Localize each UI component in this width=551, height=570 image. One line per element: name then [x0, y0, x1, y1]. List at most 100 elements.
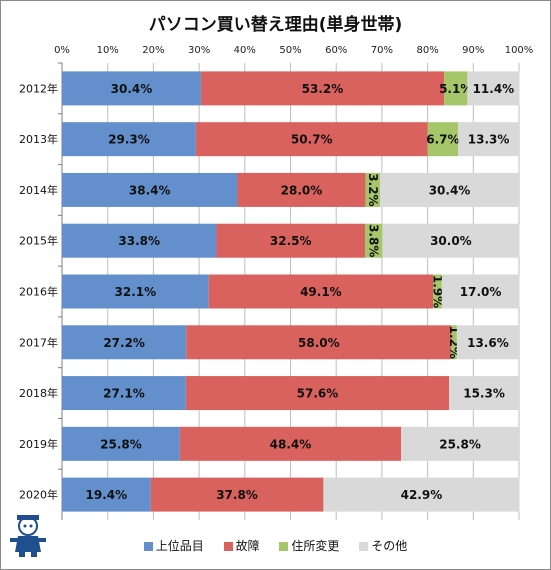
x-tick-label-6: 60%: [325, 45, 347, 56]
legend-item-2: 住所変更: [279, 537, 339, 554]
data-label-3-0: 11.4%: [473, 82, 515, 96]
bar-1-1: [195, 122, 428, 157]
bar-0-5: [62, 325, 187, 360]
bar-1-6: [185, 376, 450, 411]
bar-1-4: [208, 274, 434, 309]
legend-swatch-3: [359, 542, 369, 551]
x-tick-label-1: 10%: [97, 45, 119, 56]
legend-item-1: 故障: [223, 537, 260, 554]
bar-2-4: [433, 274, 442, 309]
y-tick-label-8: 2020年: [19, 488, 58, 502]
legend-label-2: 住所変更: [291, 539, 340, 553]
bar-0-7: [62, 426, 180, 461]
x-tick-label-0: 0%: [54, 45, 70, 56]
data-label-0-4: 32.1%: [115, 285, 157, 299]
bar-0-4: [62, 274, 209, 309]
mascot-character-icon: [10, 515, 46, 557]
data-label-3-8: 42.9%: [401, 488, 443, 502]
legend-label-1: 故障: [235, 539, 260, 553]
data-label-1-7: 48.4%: [270, 437, 312, 451]
data-label-2-0: 5.1%: [439, 82, 472, 96]
x-tick-label-5: 50%: [279, 45, 301, 56]
data-label-0-6: 27.1%: [103, 387, 145, 401]
data-label-0-7: 25.8%: [100, 437, 142, 451]
bar-3-4: [441, 274, 520, 309]
legend-label-0: 上位品目: [155, 539, 204, 553]
bar-3-0: [467, 71, 520, 106]
bar-1-3: [216, 223, 365, 258]
y-tick-label-4: 2016年: [19, 285, 58, 299]
chart-title: パソコン買い替え理由(単身世帯): [148, 15, 403, 35]
data-label-1-0: 53.2%: [302, 82, 344, 96]
bar-1-2: [237, 172, 366, 207]
x-tick-label-4: 40%: [234, 45, 256, 56]
bar-3-8: [323, 477, 520, 512]
x-tick-label-9: 90%: [462, 45, 484, 56]
data-label-1-4: 49.1%: [300, 285, 342, 299]
bar-2-5: [451, 325, 457, 360]
y-tick-label-6: 2018年: [19, 386, 58, 400]
bar-1-5: [186, 325, 452, 360]
x-tick-label-3: 30%: [188, 45, 210, 56]
y-tick-label-5: 2017年: [19, 335, 58, 349]
y-tick-label-0: 2012年: [19, 81, 58, 95]
data-label-1-6: 57.6%: [297, 387, 339, 401]
bar-0-0: [62, 71, 201, 106]
bar-2-0: [444, 71, 468, 106]
legend-item-3: その他: [359, 537, 407, 554]
data-label-2-3: 3.8%: [367, 224, 381, 257]
data-label-0-3: 33.8%: [118, 234, 160, 248]
data-label-0-1: 29.3%: [108, 133, 150, 147]
data-label-3-6: 15.3%: [463, 387, 505, 401]
x-tick-label-7: 70%: [371, 45, 393, 56]
bar-2-3: [364, 223, 383, 258]
data-label-1-3: 32.5%: [270, 234, 312, 248]
data-label-0-0: 30.4%: [111, 82, 153, 96]
legend: 上位品目 故障 住所変更 その他: [0, 537, 551, 554]
data-label-3-5: 13.6%: [467, 336, 509, 350]
data-label-3-1: 13.3%: [468, 133, 510, 147]
data-label-2-2: 3.2%: [366, 173, 380, 206]
y-tick-label-7: 2019年: [19, 437, 58, 451]
bar-0-2: [62, 172, 238, 207]
bar-3-6: [449, 376, 519, 411]
legend-swatch-0: [143, 542, 153, 551]
data-label-0-8: 19.4%: [86, 488, 128, 502]
data-label-0-5: 27.2%: [103, 336, 145, 350]
x-tick-label-2: 20%: [142, 45, 164, 56]
bar-3-7: [401, 426, 519, 461]
bar-0-3: [62, 223, 217, 258]
bar-3-1: [458, 122, 519, 157]
bar-2-1: [427, 122, 459, 157]
data-label-0-2: 38.4%: [129, 183, 171, 197]
x-tick-label-10: 100%: [505, 45, 534, 56]
y-tick-label-2: 2014年: [19, 183, 58, 197]
bar-3-2: [380, 172, 519, 207]
data-label-1-5: 58.0%: [298, 336, 340, 350]
legend-swatch-2: [279, 542, 289, 551]
legend-item-0: 上位品目: [143, 537, 204, 554]
data-label-2-1: 6.7%: [426, 133, 459, 147]
data-label-3-3: 30.0%: [430, 234, 472, 248]
bar-0-6: [62, 376, 186, 411]
x-tick-label-8: 80%: [416, 45, 438, 56]
bar-2-2: [365, 172, 381, 207]
bar-0-1: [62, 122, 196, 157]
data-label-1-2: 28.0%: [281, 183, 323, 197]
bar-1-0: [200, 71, 445, 106]
legend-swatch-1: [223, 542, 233, 551]
legend-label-3: その他: [371, 539, 408, 553]
bar-1-8: [150, 477, 324, 512]
data-label-3-7: 25.8%: [439, 437, 481, 451]
bar-3-5: [456, 325, 519, 360]
bar-1-7: [179, 426, 402, 461]
data-label-1-8: 37.8%: [216, 488, 258, 502]
bar-0-8: [62, 477, 151, 512]
data-label-3-2: 30.4%: [429, 183, 471, 197]
data-label-2-4: 1.9%: [430, 275, 444, 308]
bar-3-3: [382, 223, 520, 258]
data-label-1-1: 50.7%: [291, 133, 333, 147]
data-label-3-4: 17.0%: [460, 285, 502, 299]
y-tick-label-1: 2013年: [19, 132, 58, 146]
